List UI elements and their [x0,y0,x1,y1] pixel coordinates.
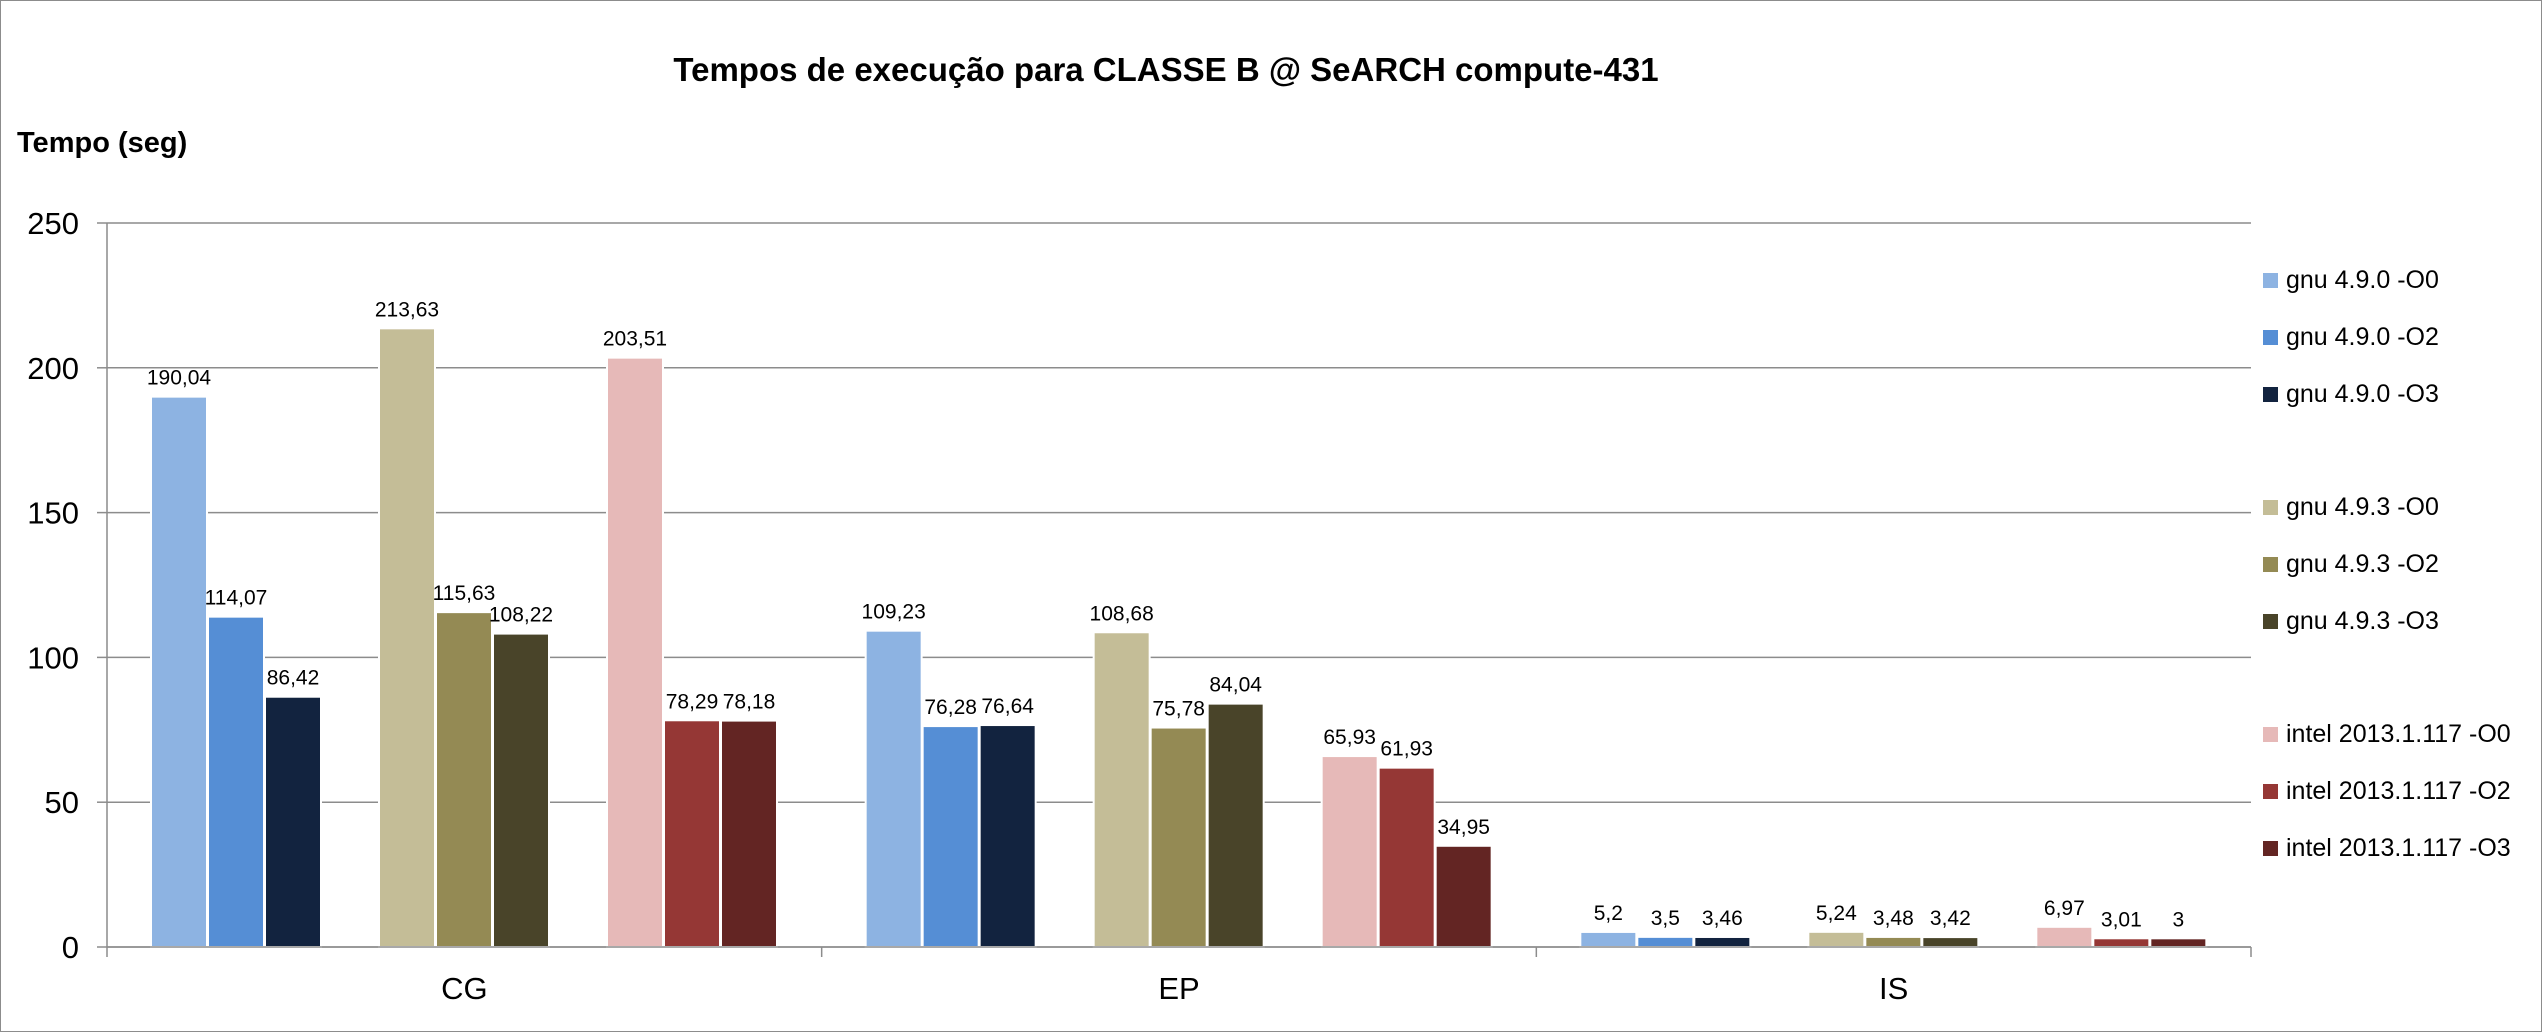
legend-item: gnu 4.9.3 -O0 [2263,490,2439,524]
y-tick-label: 0 [62,930,79,965]
bar [2035,925,2094,948]
data-label: 78,18 [723,691,776,714]
data-label: 6,97 [2044,897,2085,920]
bar [606,356,664,949]
bar [1921,936,1980,949]
legend-label: intel 2013.1.117 -O0 [2286,719,2511,748]
bars [150,327,2208,949]
legend-swatch [2263,272,2278,288]
legend-label: gnu 4.9.3 -O3 [2286,606,2439,635]
data-label: 3,42 [1930,907,1971,930]
data-label: 5,24 [1816,902,1857,925]
bar [435,611,493,948]
legend-swatch [2263,613,2278,629]
data-label: 78,29 [666,690,719,713]
chart-title: Tempos de execução para CLASSE B @ SeARC… [673,51,1659,88]
data-label: 61,93 [1380,738,1433,761]
legend-item: intel 2013.1.117 -O3 [2263,831,2511,865]
bar [150,395,208,948]
data-label: 108,22 [489,604,553,627]
y-axis-label: Tempo (seg) [17,127,188,159]
data-label: 190,04 [147,367,212,390]
data-label: 3 [2172,908,2184,931]
bar [1206,702,1265,949]
legend-label: gnu 4.9.3 -O0 [2286,492,2439,521]
legend-swatch [2263,329,2278,345]
legend-label: gnu 4.9.0 -O0 [2286,265,2439,294]
bar [1864,935,1923,949]
bar [1579,930,1638,948]
data-label: 75,78 [1152,698,1205,721]
data-label: 84,04 [1209,674,1262,697]
legend-label: gnu 4.9.3 -O2 [2286,549,2439,578]
y-tick-label: 250 [27,206,79,241]
data-label: 34,95 [1437,816,1490,839]
data-label: 65,93 [1323,726,1376,749]
data-label: 3,48 [1873,907,1914,930]
legend-item: gnu 4.9.0 -O0 [2263,263,2439,297]
legend-item: gnu 4.9.3 -O3 [2263,604,2439,638]
bar [264,695,322,948]
bar [1434,844,1493,948]
legend-swatch [2263,840,2278,856]
legend-label: intel 2013.1.117 -O2 [2286,776,2511,805]
data-label: 76,64 [981,695,1034,718]
legend-swatch [2263,386,2278,402]
data-label: 3,46 [1702,907,1743,930]
data-label: 3,01 [2101,908,2142,931]
bar [1636,935,1695,949]
data-label: 115,63 [433,582,496,605]
bar [1693,935,1752,949]
bar [492,632,550,949]
data-label: 213,63 [375,298,439,321]
bar [1807,930,1866,948]
legend-label: gnu 4.9.0 -O3 [2286,379,2439,408]
bar [1377,766,1436,948]
bar [1092,631,1151,948]
bar [207,615,265,948]
bar [378,327,436,948]
bar [1320,755,1379,948]
bar [978,724,1037,948]
axes: 0 50 100 150 200 250 CG EP IS [27,206,2252,1006]
bar [2092,937,2151,948]
legend-item: intel 2013.1.117 -O2 [2263,774,2511,808]
x-tick-label: EP [1158,971,1199,1006]
bar [663,719,721,948]
data-label: 203,51 [603,328,667,351]
legend-item: gnu 4.9.0 -O3 [2263,377,2439,411]
legend-label: intel 2013.1.117 -O3 [2286,833,2511,862]
bar [2149,937,2208,949]
y-tick-label: 150 [27,496,79,531]
x-tick-label: IS [1879,971,1908,1006]
bar [720,719,778,948]
legend-item: gnu 4.9.3 -O2 [2263,547,2439,581]
data-label: 86,42 [267,667,320,690]
y-tick-label: 50 [45,785,79,820]
legend-swatch [2263,499,2278,515]
y-tick-label: 200 [27,351,79,386]
bar [864,629,923,948]
legend-swatch [2263,726,2278,742]
data-label: 3,5 [1651,907,1680,930]
bar [921,725,980,949]
legend-swatch [2263,556,2278,572]
data-label: 108,68 [1090,602,1154,625]
legend-item: intel 2013.1.117 -O0 [2263,717,2511,751]
x-tick-label: CG [441,971,488,1006]
legend-label: gnu 4.9.0 -O2 [2286,322,2439,351]
bar [1149,726,1208,949]
legend-item: gnu 4.9.0 -O2 [2263,320,2439,354]
legend-swatch [2263,783,2278,799]
data-label: 114,07 [205,587,268,610]
y-tick-label: 100 [27,640,79,675]
data-label: 5,2 [1594,902,1623,925]
data-label: 109,23 [862,601,926,624]
data-label: 76,28 [924,696,977,719]
